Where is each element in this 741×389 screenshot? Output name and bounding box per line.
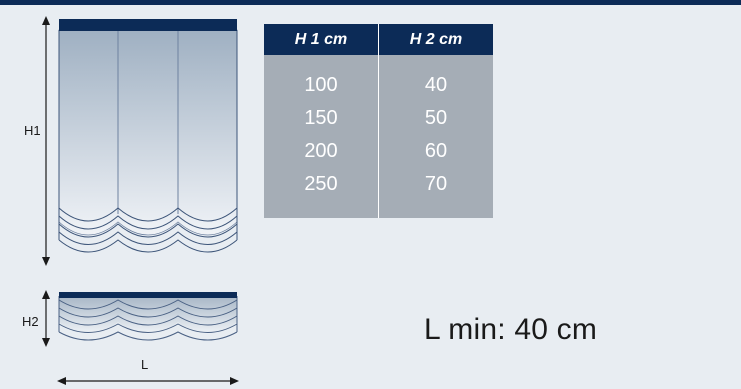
h1-value: 150: [304, 107, 338, 129]
h1-dimension-arrow: [42, 16, 50, 266]
header-h1: H 1 cm: [264, 24, 379, 55]
h1-value: 250: [304, 173, 338, 195]
l-label: L: [141, 357, 149, 372]
h2-value: 40: [424, 74, 448, 96]
h2-value: 60: [424, 140, 448, 162]
minimum-width-label: L min: 40 cm: [424, 313, 598, 346]
h2-value: 50: [424, 107, 448, 129]
l-dimension-arrow: [57, 377, 239, 385]
h2-dimension-arrow: [42, 290, 50, 347]
header-h2: H 2 cm: [378, 24, 493, 55]
size-table-wrapper: H 1 cm H 2 cm 100 150 200 250 40 50: [264, 24, 493, 218]
top-border: [0, 0, 741, 5]
h1-value: 200: [304, 140, 338, 162]
size-table: H 1 cm H 2 cm 100 150 200 250 40 50: [264, 24, 493, 218]
h1-value: 100: [304, 74, 338, 96]
h2-value: 70: [424, 173, 448, 195]
tall-curtain: [58, 19, 238, 253]
h2-label: H2: [22, 314, 39, 329]
h2-column: 40 50 60 70: [378, 55, 493, 218]
h1-column: 100 150 200 250: [264, 55, 379, 218]
short-curtain: [58, 292, 238, 341]
h1-label: H1: [24, 123, 41, 138]
